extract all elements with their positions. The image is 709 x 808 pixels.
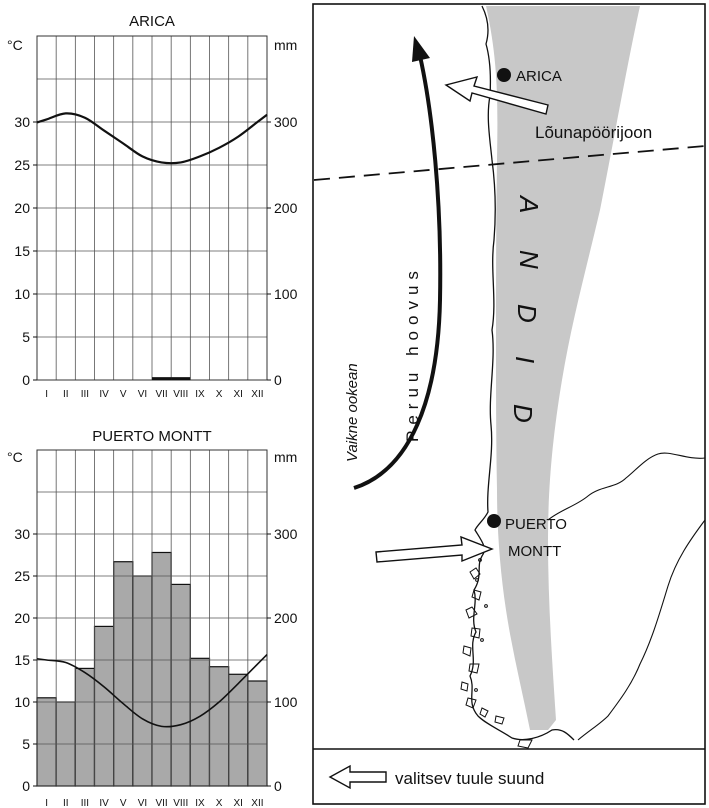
y-tick-label: 5 bbox=[22, 736, 30, 752]
month-label: IX bbox=[195, 389, 205, 400]
precipitation-bar bbox=[171, 377, 191, 381]
month-label: IV bbox=[99, 798, 109, 808]
y-tick-label: 20 bbox=[14, 610, 30, 626]
y2-tick-label: 100 bbox=[274, 694, 298, 710]
precipitation-bar bbox=[152, 377, 172, 381]
precipitation-bar bbox=[208, 666, 230, 787]
peru-current-arrowhead bbox=[412, 36, 430, 62]
month-label: XII bbox=[251, 798, 263, 808]
month-label: XI bbox=[234, 798, 243, 808]
precipitation-bar bbox=[93, 625, 115, 787]
y-tick-label: 15 bbox=[14, 243, 30, 259]
andes-letter: D bbox=[508, 404, 538, 423]
right-unit-label: mm bbox=[274, 449, 297, 465]
y-tick-label: 10 bbox=[14, 286, 30, 302]
y2-tick-label: 0 bbox=[274, 372, 282, 388]
andes-letter: I bbox=[510, 356, 540, 363]
month-label: III bbox=[81, 798, 89, 808]
precipitation-bar bbox=[132, 575, 153, 787]
month-label: X bbox=[216, 798, 223, 808]
y-tick-label: 15 bbox=[14, 652, 30, 668]
chart-title: PUERTO MONTT bbox=[92, 428, 211, 445]
archipelago bbox=[460, 558, 533, 749]
eastern-coast bbox=[547, 452, 706, 521]
wind-arrow-arica bbox=[444, 76, 549, 115]
precipitation-bar bbox=[170, 583, 191, 787]
puerto-montt-marker bbox=[487, 514, 501, 528]
month-label: VIII bbox=[173, 798, 188, 808]
month-label: III bbox=[81, 389, 89, 400]
month-label: VII bbox=[155, 389, 167, 400]
andes-region bbox=[486, 6, 640, 730]
precipitation-bar bbox=[151, 551, 172, 787]
precipitation-bar bbox=[113, 561, 134, 787]
y2-tick-label: 300 bbox=[274, 526, 298, 542]
month-label: X bbox=[216, 389, 223, 400]
coastline bbox=[469, 5, 575, 741]
puerto-montt-label-2: MONTT bbox=[508, 543, 561, 560]
left-unit-label: °C bbox=[7, 37, 23, 53]
legend-label: valitsev tuule suund bbox=[395, 769, 544, 788]
month-label: V bbox=[120, 389, 127, 400]
month-label: I bbox=[45, 389, 48, 400]
y2-tick-label: 100 bbox=[274, 286, 298, 302]
wind-arrow-puerto-montt bbox=[375, 535, 494, 563]
precipitation-bar bbox=[247, 680, 268, 787]
right-unit-label: mm bbox=[274, 37, 297, 53]
tropic-label: Lõunapöörijoon bbox=[535, 123, 652, 142]
legend-arrow-icon bbox=[328, 764, 387, 790]
y2-tick-label: 0 bbox=[274, 778, 282, 794]
month-label: VII bbox=[155, 798, 167, 808]
chart-title: ARICA bbox=[129, 13, 175, 30]
andes-letter: D bbox=[512, 304, 542, 323]
y-tick-label: 20 bbox=[14, 200, 30, 216]
month-label: II bbox=[63, 389, 69, 400]
andes-label: A N D I D bbox=[508, 194, 544, 423]
puerto-montt-label-1: PUERTO bbox=[505, 516, 567, 533]
tropic-line bbox=[313, 145, 706, 181]
y-tick-label: 30 bbox=[14, 114, 30, 130]
arica-label: ARICA bbox=[516, 68, 562, 85]
y-tick-label: 0 bbox=[22, 778, 30, 794]
month-label: IV bbox=[99, 389, 109, 400]
y-tick-label: 30 bbox=[14, 526, 30, 542]
arica-marker bbox=[497, 68, 511, 82]
andes-letter: N bbox=[514, 250, 544, 269]
precipitation-bar bbox=[74, 667, 96, 787]
y2-tick-label: 300 bbox=[274, 114, 298, 130]
month-label: II bbox=[63, 798, 69, 808]
left-unit-label: °C bbox=[7, 449, 23, 465]
ocean-label: Vaikne ookean bbox=[344, 363, 361, 462]
temperature-curve bbox=[36, 653, 268, 728]
month-label: VI bbox=[138, 798, 147, 808]
precipitation-bar bbox=[36, 697, 57, 787]
y-tick-label: 10 bbox=[14, 694, 30, 710]
month-label: I bbox=[45, 798, 48, 808]
peru-current-arrow-shaft bbox=[353, 55, 443, 490]
y-tick-label: 25 bbox=[14, 157, 30, 173]
y-tick-label: 25 bbox=[14, 568, 30, 584]
andes-letter: A bbox=[514, 194, 544, 213]
temperature-curve bbox=[36, 112, 268, 165]
eastern-coast-south bbox=[577, 519, 706, 741]
y-tick-label: 5 bbox=[22, 329, 30, 345]
peru-current-label: Peruu hoovus bbox=[403, 265, 422, 442]
precipitation-bar bbox=[189, 657, 211, 787]
month-label: XI bbox=[234, 389, 243, 400]
month-label: IX bbox=[195, 798, 205, 808]
y-tick-label: 0 bbox=[22, 372, 30, 388]
month-label: VIII bbox=[173, 389, 188, 400]
y2-tick-label: 200 bbox=[274, 610, 298, 626]
y2-tick-label: 200 bbox=[274, 200, 298, 216]
month-label: XII bbox=[251, 389, 263, 400]
month-label: V bbox=[120, 798, 127, 808]
map-panel: Lõunapöörijoon ARICA PUERTO MONTT Peruu … bbox=[312, 3, 706, 805]
month-label: VI bbox=[138, 389, 147, 400]
